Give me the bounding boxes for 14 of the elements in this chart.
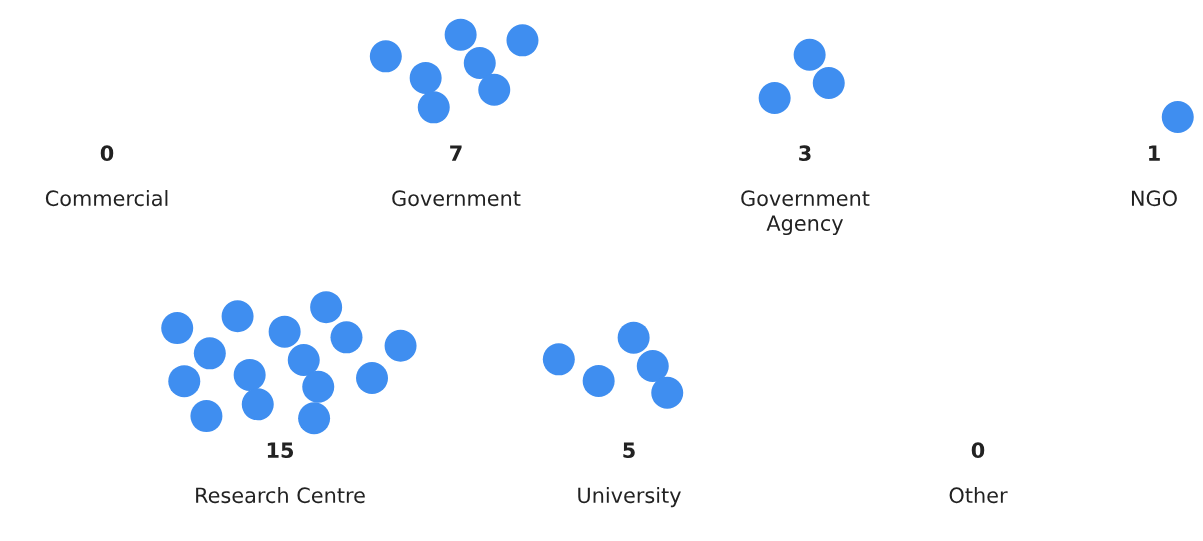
category-label: Government — [392, 190, 521, 207]
data-label: 15 — [267, 442, 294, 459]
data-label: 1 — [1149, 145, 1160, 161]
category-label: Government Agency — [741, 190, 870, 236]
category-label: University — [578, 487, 681, 508]
data-label: 0 — [971, 442, 985, 459]
data-label: 7 — [450, 145, 462, 161]
data-label: 0 — [100, 145, 114, 162]
category-label: Research Centre — [196, 487, 365, 504]
category-label: Other — [949, 487, 1008, 504]
category-label: Commercial — [45, 190, 168, 207]
data-label: 5 — [623, 442, 635, 459]
data-label: 3 — [799, 145, 811, 162]
category-label: NGO — [1131, 190, 1177, 207]
